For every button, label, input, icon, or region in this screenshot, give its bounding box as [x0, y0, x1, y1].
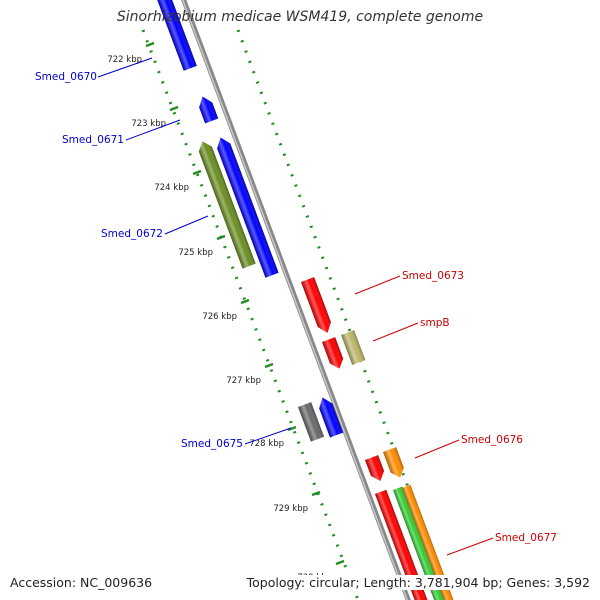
gene-smed-0673-b[interactable]: [322, 337, 346, 371]
gene-smed-0671[interactable]: [196, 94, 219, 124]
gene-label[interactable]: Smed_0673: [402, 270, 464, 282]
gene-label[interactable]: Smed_0677: [495, 532, 557, 544]
gene-smed-0671-b[interactable]: [214, 135, 279, 278]
gene-smed-0670[interactable]: [155, 0, 197, 71]
tick-mark: [335, 559, 345, 566]
gene-smed-0673[interactable]: [301, 277, 334, 335]
gene-label[interactable]: Smed_0672: [101, 228, 163, 240]
gene-label[interactable]: Smed_0675: [181, 438, 243, 450]
gene-smed-0675[interactable]: [316, 395, 344, 438]
gene-leader-line: [372, 322, 419, 342]
tick-mark: [240, 298, 250, 305]
tick-mark: [311, 490, 321, 497]
tick-label: 728 kbp: [249, 439, 284, 449]
tick-mark: [192, 169, 202, 176]
ruler-inner-line: [141, 29, 360, 600]
tick-label: 722 kbp: [107, 55, 142, 65]
tick-mark: [169, 105, 179, 112]
tick-mark: [264, 362, 274, 369]
tick-mark: [216, 234, 226, 241]
gene-leader-line: [414, 439, 460, 459]
tick-label: 726 kbp: [202, 312, 237, 322]
gene-smed-0672[interactable]: [196, 139, 256, 269]
tick-mark: [145, 41, 155, 48]
tick-label: 727 kbp: [226, 376, 261, 386]
genome-backbone-highlight: [181, 0, 409, 600]
page-title: Sinorhizobium medicae WSM419, complete g…: [116, 9, 484, 25]
gene-smed-0676[interactable]: [383, 447, 407, 480]
gene-label[interactable]: Smed_0676: [461, 434, 523, 446]
gene-label[interactable]: smpB: [420, 317, 450, 329]
gene-leader-line: [354, 275, 401, 295]
tick-label: 723 kbp: [131, 119, 166, 129]
tick-label: 729 kbp: [273, 504, 308, 514]
gene-leader-line: [244, 427, 292, 445]
gene-smpb[interactable]: [341, 330, 366, 365]
gene-smed-0676-red[interactable]: [365, 455, 387, 483]
tick-label: 724 kbp: [154, 183, 189, 193]
tick-mark: [287, 425, 297, 432]
gene-pseudo[interactable]: [298, 402, 325, 442]
genome-backbone: [181, 0, 411, 600]
tick-label: 725 kbp: [178, 248, 213, 258]
genome-summary-text: Topology: circular; Length: 3,781,904 bp…: [244, 575, 592, 590]
gene-leader-line: [446, 537, 494, 556]
accession-text: Accession: NC_009636: [8, 575, 155, 590]
gene-label[interactable]: Smed_0670: [35, 71, 97, 83]
gene-label[interactable]: Smed_0671: [62, 134, 124, 146]
gene-leader-line: [125, 119, 181, 141]
gene-leader-line: [164, 215, 209, 235]
gene-leader-line: [97, 57, 153, 78]
